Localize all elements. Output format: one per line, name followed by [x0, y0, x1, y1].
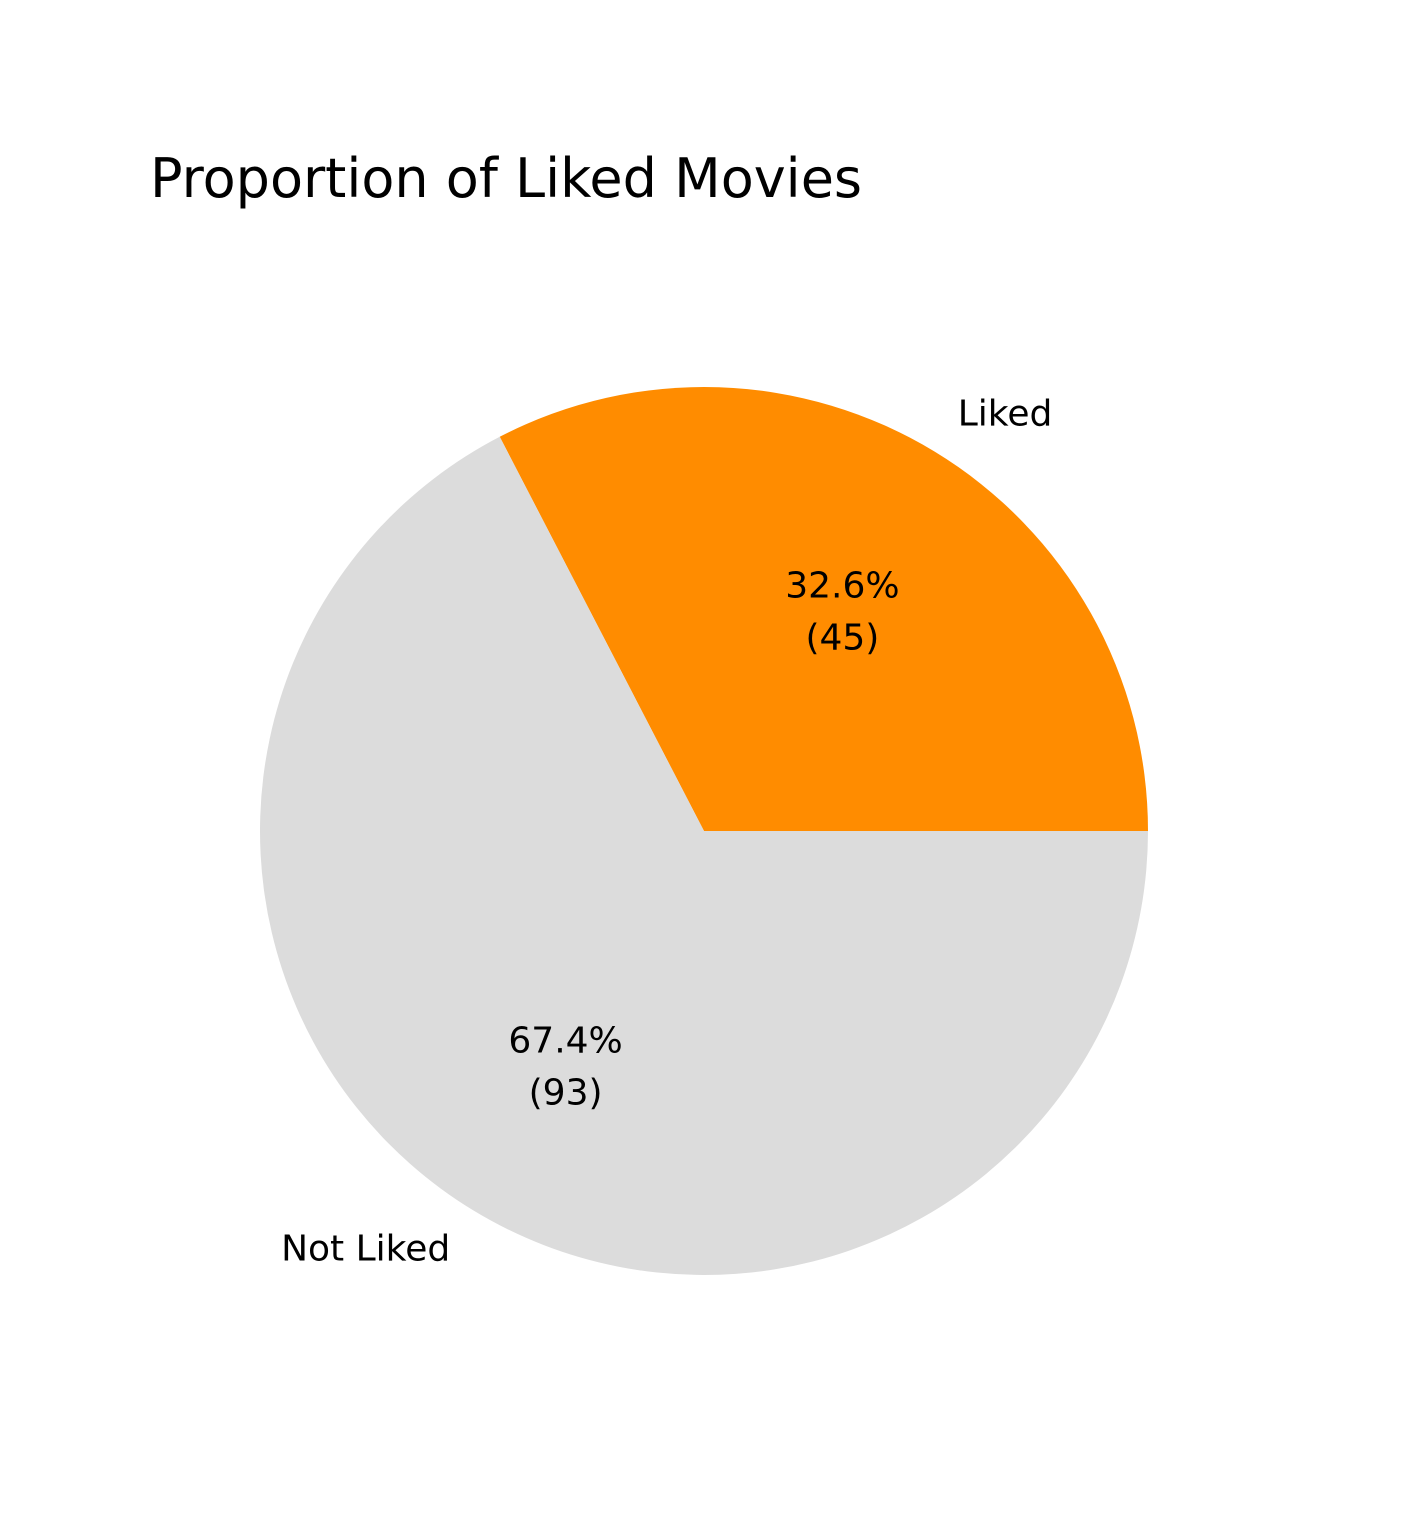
count-label-liked: (45) [805, 617, 879, 658]
pie-slice-not-liked [260, 436, 1148, 1275]
pie-slice-liked [499, 386, 1149, 831]
slice-label-not-liked: Not Liked [281, 1228, 450, 1269]
percent-label-not-liked: 67.4% [508, 1021, 622, 1062]
chart-title: Proportion of Liked Movies [150, 147, 862, 210]
slice-label-liked: Liked [958, 394, 1053, 435]
pie-labels: Liked 32.6% (45) Not Liked 67.4% (93) [281, 394, 1052, 1270]
percent-label-liked: 32.6% [785, 565, 899, 606]
count-label-not-liked: (93) [529, 1073, 603, 1114]
pie-slices [260, 386, 1149, 1275]
